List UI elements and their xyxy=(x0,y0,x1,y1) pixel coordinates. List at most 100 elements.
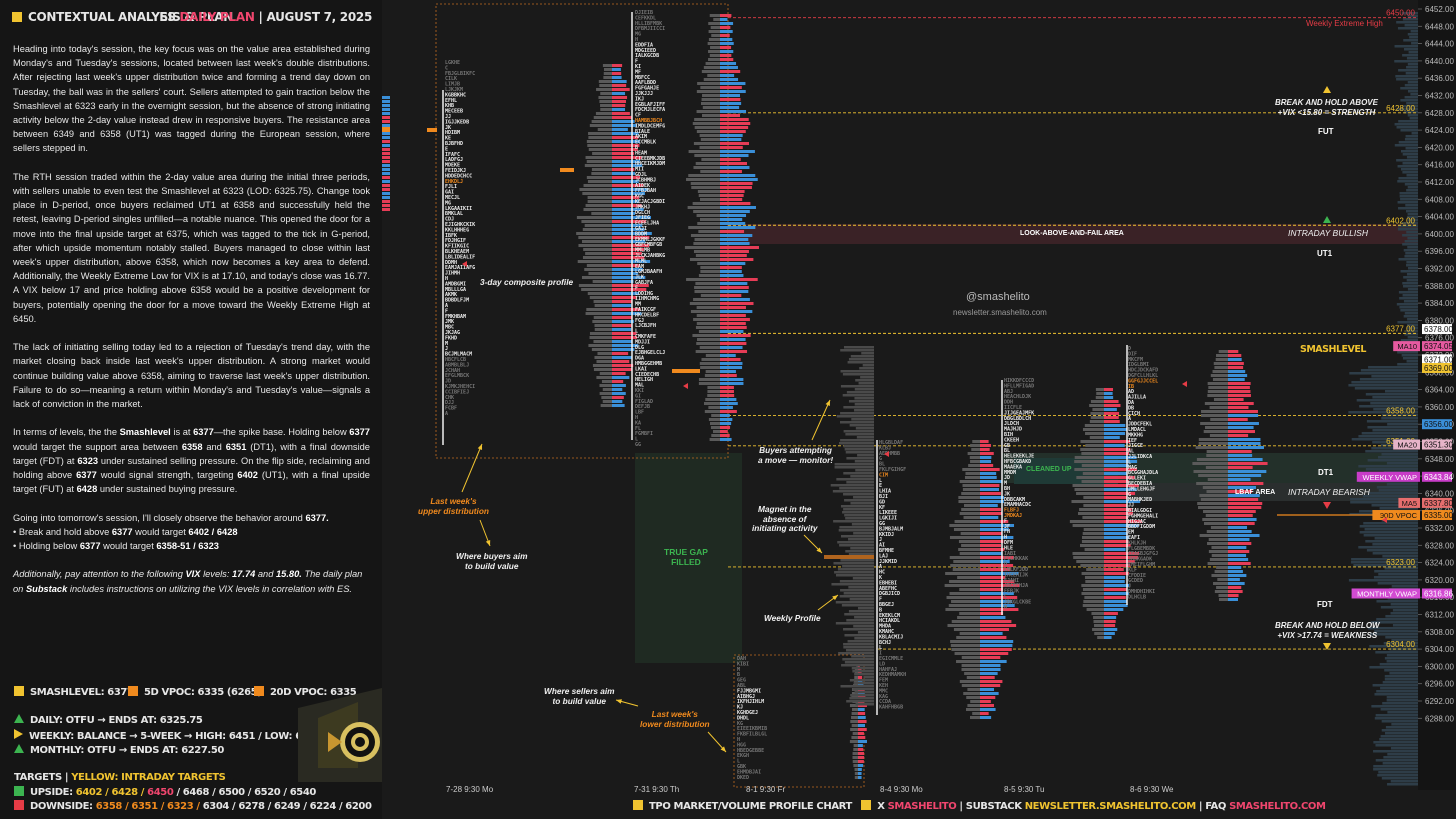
tpo-bar xyxy=(1228,402,1254,405)
tpo-bar xyxy=(612,64,623,67)
tpo-shadow xyxy=(944,584,980,587)
tpo-bar xyxy=(980,628,1009,631)
tpo-bar xyxy=(720,226,756,229)
tpo-bar xyxy=(612,388,623,391)
tpo-shadow xyxy=(1206,454,1228,457)
annotation-weekly-profile: Weekly Profile xyxy=(764,613,821,623)
volume-bar xyxy=(1407,216,1418,219)
tpo-letters: LAJ xyxy=(879,553,888,559)
tpo-bar xyxy=(720,418,733,421)
tpo-shadow xyxy=(1209,434,1228,437)
tpo-shadow xyxy=(1198,442,1228,445)
tpo-shadow xyxy=(1084,548,1104,551)
tpo-letters: ABL xyxy=(737,683,746,689)
tpo-letters: KKLHHHEG xyxy=(445,227,469,233)
tpo-shadow xyxy=(1090,416,1104,419)
x-axis-label: 8-5 9:30 Tu xyxy=(1004,785,1044,794)
tpo-bar xyxy=(720,326,747,329)
weekly-profile-bar xyxy=(854,616,874,619)
tpo-letters: KIBI xyxy=(737,661,749,667)
tpo-letters: GI xyxy=(635,393,641,399)
tpo-bar xyxy=(980,460,992,463)
tpo-bar xyxy=(720,206,756,209)
tpo-bar xyxy=(1104,436,1120,439)
volume-bar xyxy=(1406,261,1418,264)
tpo-shadow xyxy=(1092,628,1104,631)
header-square-icon xyxy=(12,12,22,22)
ann-line: Last week's xyxy=(430,496,477,506)
tpo-letters: HMBGGEHMB xyxy=(635,361,662,367)
tpo-bar xyxy=(1104,604,1128,607)
tpo-shadow xyxy=(589,336,612,339)
weekly-profile-bar xyxy=(862,364,874,367)
tpo-letters: ABMBLBLJ xyxy=(445,362,469,368)
panel-title: CONTEXTUAL ANALYSIS & PLAN xyxy=(28,10,233,24)
plan-prefix: ES xyxy=(159,10,176,24)
tpo-shadow xyxy=(1072,524,1104,527)
weekly-profile-bar xyxy=(843,508,874,511)
tpo-shadow xyxy=(967,704,980,707)
tpo-letters: JMK xyxy=(445,319,454,325)
tpo-letters: AKIM xyxy=(635,134,647,140)
tpo-shadow xyxy=(707,386,720,389)
level-value: 6377 xyxy=(349,427,370,438)
tpo-letters: KLF xyxy=(1128,567,1137,573)
tpo-shadow xyxy=(958,540,980,543)
volume-bar xyxy=(1381,777,1418,780)
tpo-shadow xyxy=(599,100,612,103)
tpo-letters: IDGLBMI xyxy=(1128,362,1149,368)
tpo-bar xyxy=(1228,406,1249,409)
tpo-shadow xyxy=(1081,452,1104,455)
tpo-letters: EKMMLJGKKF xyxy=(635,237,665,243)
red-marker-icon xyxy=(884,451,889,457)
tpo-shadow xyxy=(587,196,612,199)
tpo-letters-8-6: DDIFMKCFMIDGLBMIHDCJDCKAFDDGFCLLHLKLGGFG… xyxy=(1128,346,1158,600)
annotation-sellers-value: Where sellers aim to build value xyxy=(544,686,615,706)
footer-x-handle[interactable]: SMASHELITO xyxy=(887,801,957,812)
volume-bar xyxy=(1375,744,1418,747)
tpo-shadow xyxy=(600,104,612,107)
tpo-letters: M xyxy=(445,341,448,347)
tpo-bar xyxy=(1104,612,1118,615)
level-value: 6377 xyxy=(79,541,101,552)
volume-bar xyxy=(1371,375,1418,378)
tpo-shadow xyxy=(1203,430,1228,433)
tpo-bar xyxy=(980,664,1001,667)
y-tick-label: 6288.00 xyxy=(1425,714,1454,723)
volume-bar xyxy=(1404,24,1418,27)
tpo-letters: HLLIBFMBK xyxy=(635,21,662,27)
tpo-shadow xyxy=(959,680,980,683)
tpo-bar xyxy=(612,308,641,311)
tpo-bar xyxy=(720,314,746,317)
tpo-bar xyxy=(980,540,1004,543)
tpo-letters: IB xyxy=(1128,384,1134,390)
tpo-bar xyxy=(720,150,755,153)
tpo-shadow xyxy=(688,174,720,177)
tpo-shadow xyxy=(593,368,612,371)
tpo-bar xyxy=(1104,464,1129,467)
volume-bar xyxy=(1404,240,1418,243)
weekly-profile-bar xyxy=(839,595,874,598)
tpo-bar xyxy=(980,692,999,695)
tpo-letters: DLHCLB xyxy=(1128,594,1146,600)
footer-substack-link[interactable]: NEWSLETTER.SMASHELITO.COM xyxy=(1024,801,1197,812)
volume-bar xyxy=(1390,612,1418,615)
tpo-bar xyxy=(720,154,749,157)
tpo-shadow xyxy=(1193,470,1228,473)
tpo-shadow xyxy=(705,354,720,357)
targets: TARGETS | YELLOW: INTRADAY TARGETS UPSID… xyxy=(14,771,372,815)
tpo-shadow xyxy=(697,82,720,85)
tpo-bar xyxy=(720,202,751,205)
tpo-shadow xyxy=(591,212,612,215)
tpo-bar xyxy=(1228,350,1239,353)
tpo-letters: IHCEHIJK xyxy=(1004,572,1028,578)
tpo-bar xyxy=(720,438,732,441)
text: and xyxy=(206,441,222,452)
tpo-letters: FLGBEMBDK xyxy=(1128,546,1155,552)
text: Going into tomorrow's session, I'll clos… xyxy=(13,512,303,523)
legend-text: SMASHLEVEL: 6377 xyxy=(30,687,134,698)
tpo-bar xyxy=(1228,534,1260,537)
tpo-bar xyxy=(612,348,635,351)
footer-faq-link[interactable]: SMASHELITO.COM xyxy=(1229,801,1326,812)
tpo-shadow xyxy=(854,768,858,771)
